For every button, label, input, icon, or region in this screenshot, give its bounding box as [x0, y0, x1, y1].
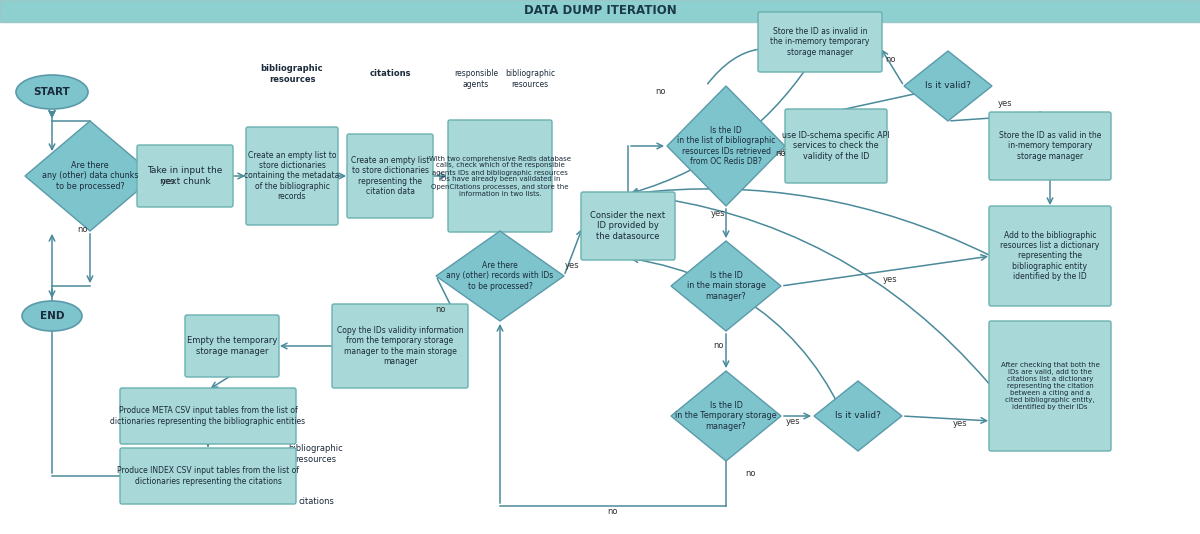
Text: no: no: [77, 224, 88, 233]
Text: DATA DUMP ITERATION: DATA DUMP ITERATION: [523, 4, 677, 18]
Text: Store the ID as invalid in
the in-memory temporary
storage manager: Store the ID as invalid in the in-memory…: [770, 27, 870, 57]
Text: bibliographic
resources: bibliographic resources: [289, 444, 343, 464]
FancyBboxPatch shape: [581, 192, 674, 260]
Text: citations: citations: [370, 69, 410, 78]
Text: After checking that both the
IDs are valid, add to the
citations list a dictiona: After checking that both the IDs are val…: [1001, 362, 1099, 410]
FancyBboxPatch shape: [137, 145, 233, 207]
FancyBboxPatch shape: [758, 12, 882, 72]
Text: Consider the next
ID provided by
the datasource: Consider the next ID provided by the dat…: [590, 211, 666, 241]
Text: no: no: [713, 342, 724, 350]
Text: Is the ID
in the list of bibliographic
resources IDs retrieved
from OC Redis DB?: Is the ID in the list of bibliographic r…: [677, 126, 775, 166]
Text: no: no: [745, 469, 755, 478]
Text: Take in input the
next chunk: Take in input the next chunk: [148, 166, 223, 186]
Polygon shape: [904, 51, 992, 121]
Text: Produce INDEX CSV input tables from the list of
dictionaries representing the ci: Produce INDEX CSV input tables from the …: [118, 466, 299, 486]
Text: yes: yes: [997, 99, 1013, 108]
Polygon shape: [667, 86, 785, 206]
Polygon shape: [436, 231, 564, 321]
Text: no: no: [775, 150, 785, 159]
Text: no: no: [884, 54, 895, 64]
Text: START: START: [34, 87, 71, 97]
Text: Add to the bibliographic
resources list a dictionary
representing the
bibliograp: Add to the bibliographic resources list …: [1001, 231, 1099, 281]
FancyBboxPatch shape: [785, 109, 887, 183]
FancyBboxPatch shape: [448, 120, 552, 232]
Text: Is the ID
in the main storage
manager?: Is the ID in the main storage manager?: [686, 271, 766, 301]
FancyBboxPatch shape: [185, 315, 278, 377]
Text: yes: yes: [161, 177, 175, 186]
Text: citations: citations: [298, 498, 334, 507]
FancyBboxPatch shape: [0, 0, 1200, 22]
FancyBboxPatch shape: [989, 321, 1111, 451]
Polygon shape: [814, 381, 902, 451]
Text: use ID-schema specific API
services to check the
validity of the ID: use ID-schema specific API services to c…: [782, 131, 890, 161]
Ellipse shape: [16, 75, 88, 109]
Polygon shape: [25, 121, 155, 231]
Text: yes: yes: [773, 147, 787, 156]
FancyBboxPatch shape: [989, 112, 1111, 180]
FancyBboxPatch shape: [246, 127, 338, 225]
Text: Create an empty list
to store dictionaries
representing the
citation data: Create an empty list to store dictionari…: [350, 156, 430, 196]
Text: yes: yes: [883, 274, 898, 284]
Polygon shape: [671, 371, 781, 461]
Text: yes: yes: [565, 262, 580, 271]
Text: Is it valid?: Is it valid?: [925, 82, 971, 90]
Polygon shape: [671, 241, 781, 331]
FancyBboxPatch shape: [120, 388, 296, 444]
Text: Is it valid?: Is it valid?: [835, 412, 881, 420]
Text: bibliographic
resources: bibliographic resources: [505, 69, 556, 89]
Text: Copy the IDs validity information
from the temporary storage
manager to the main: Copy the IDs validity information from t…: [337, 326, 463, 366]
FancyBboxPatch shape: [332, 304, 468, 388]
Text: yes: yes: [710, 209, 725, 218]
Text: Produce META CSV input tables from the list of
dictionaries representing the bib: Produce META CSV input tables from the l…: [110, 406, 306, 426]
Text: END: END: [40, 311, 65, 321]
Text: bibliographic
resources: bibliographic resources: [260, 64, 323, 84]
Text: Is the ID
in the Temporary storage
manager?: Is the ID in the Temporary storage manag…: [676, 401, 776, 431]
Text: Store the ID as valid in the
in-memory temporary
storage manager: Store the ID as valid in the in-memory t…: [998, 131, 1102, 161]
Text: no: no: [434, 304, 445, 313]
FancyBboxPatch shape: [120, 448, 296, 504]
Text: Create an empty list to
store dictionaries
containing the metadata
of the biblio: Create an empty list to store dictionari…: [245, 151, 340, 201]
Text: no: no: [655, 87, 666, 96]
FancyBboxPatch shape: [347, 134, 433, 218]
Text: With two comprehensive Redis database
calls, check which of the responsible
agen: With two comprehensive Redis database ca…: [430, 155, 571, 197]
Ellipse shape: [22, 301, 82, 331]
Text: responsible
agents: responsible agents: [454, 69, 498, 89]
Text: Empty the temporary
storage manager: Empty the temporary storage manager: [187, 336, 277, 356]
Text: yes: yes: [953, 420, 967, 428]
Text: yes: yes: [786, 418, 800, 427]
FancyBboxPatch shape: [989, 206, 1111, 306]
Text: Are there
any (other) data chunks
to be processed?: Are there any (other) data chunks to be …: [42, 161, 138, 191]
Text: no: no: [607, 507, 618, 516]
Text: Are there
any (other) records with IDs
to be processed?: Are there any (other) records with IDs t…: [446, 261, 553, 291]
